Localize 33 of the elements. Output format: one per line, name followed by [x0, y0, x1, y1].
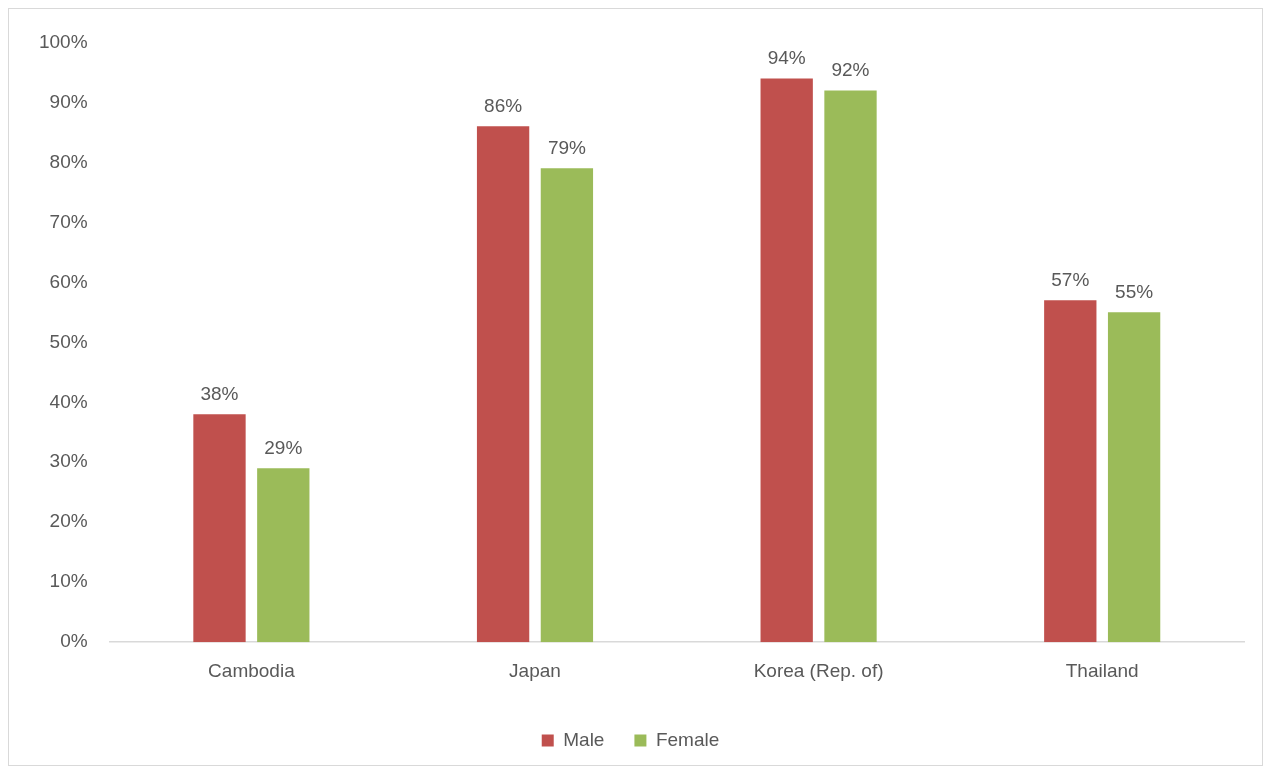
y-tick-label: 60% [49, 270, 88, 292]
legend-label: Male [563, 728, 605, 750]
y-tick-label: 0% [60, 630, 88, 652]
y-tick-label: 80% [49, 150, 88, 172]
y-tick-label: 40% [49, 390, 88, 412]
y-tick-label: 90% [49, 90, 88, 112]
x-tick-label: Cambodia [208, 659, 296, 681]
bar [1044, 300, 1097, 643]
y-tick-label: 100% [38, 30, 88, 52]
y-tick-label: 70% [49, 210, 88, 232]
data-label: 86% [484, 95, 523, 117]
data-label: 29% [264, 436, 303, 458]
bar [824, 90, 877, 643]
x-tick-label: Japan [509, 659, 561, 681]
y-tick-label: 50% [49, 330, 88, 352]
x-tick-label: Thailand [1065, 659, 1139, 681]
bar [540, 168, 594, 643]
y-tick-label: 10% [49, 570, 88, 592]
legend-label: Female [655, 728, 720, 750]
bar [257, 468, 310, 643]
y-tick-label: 30% [49, 450, 88, 472]
data-label: 57% [1051, 269, 1090, 291]
y-tick-label: 20% [49, 510, 88, 532]
x-tick-label: Korea (Rep. of) [753, 659, 884, 681]
bar [193, 414, 246, 643]
data-label: 38% [200, 383, 239, 405]
bar [1107, 312, 1161, 643]
data-label: 55% [1115, 281, 1154, 303]
data-label: 92% [831, 59, 870, 81]
bar [760, 78, 813, 643]
data-label: 94% [767, 47, 806, 69]
data-label: 79% [547, 137, 587, 159]
bar [476, 126, 530, 643]
